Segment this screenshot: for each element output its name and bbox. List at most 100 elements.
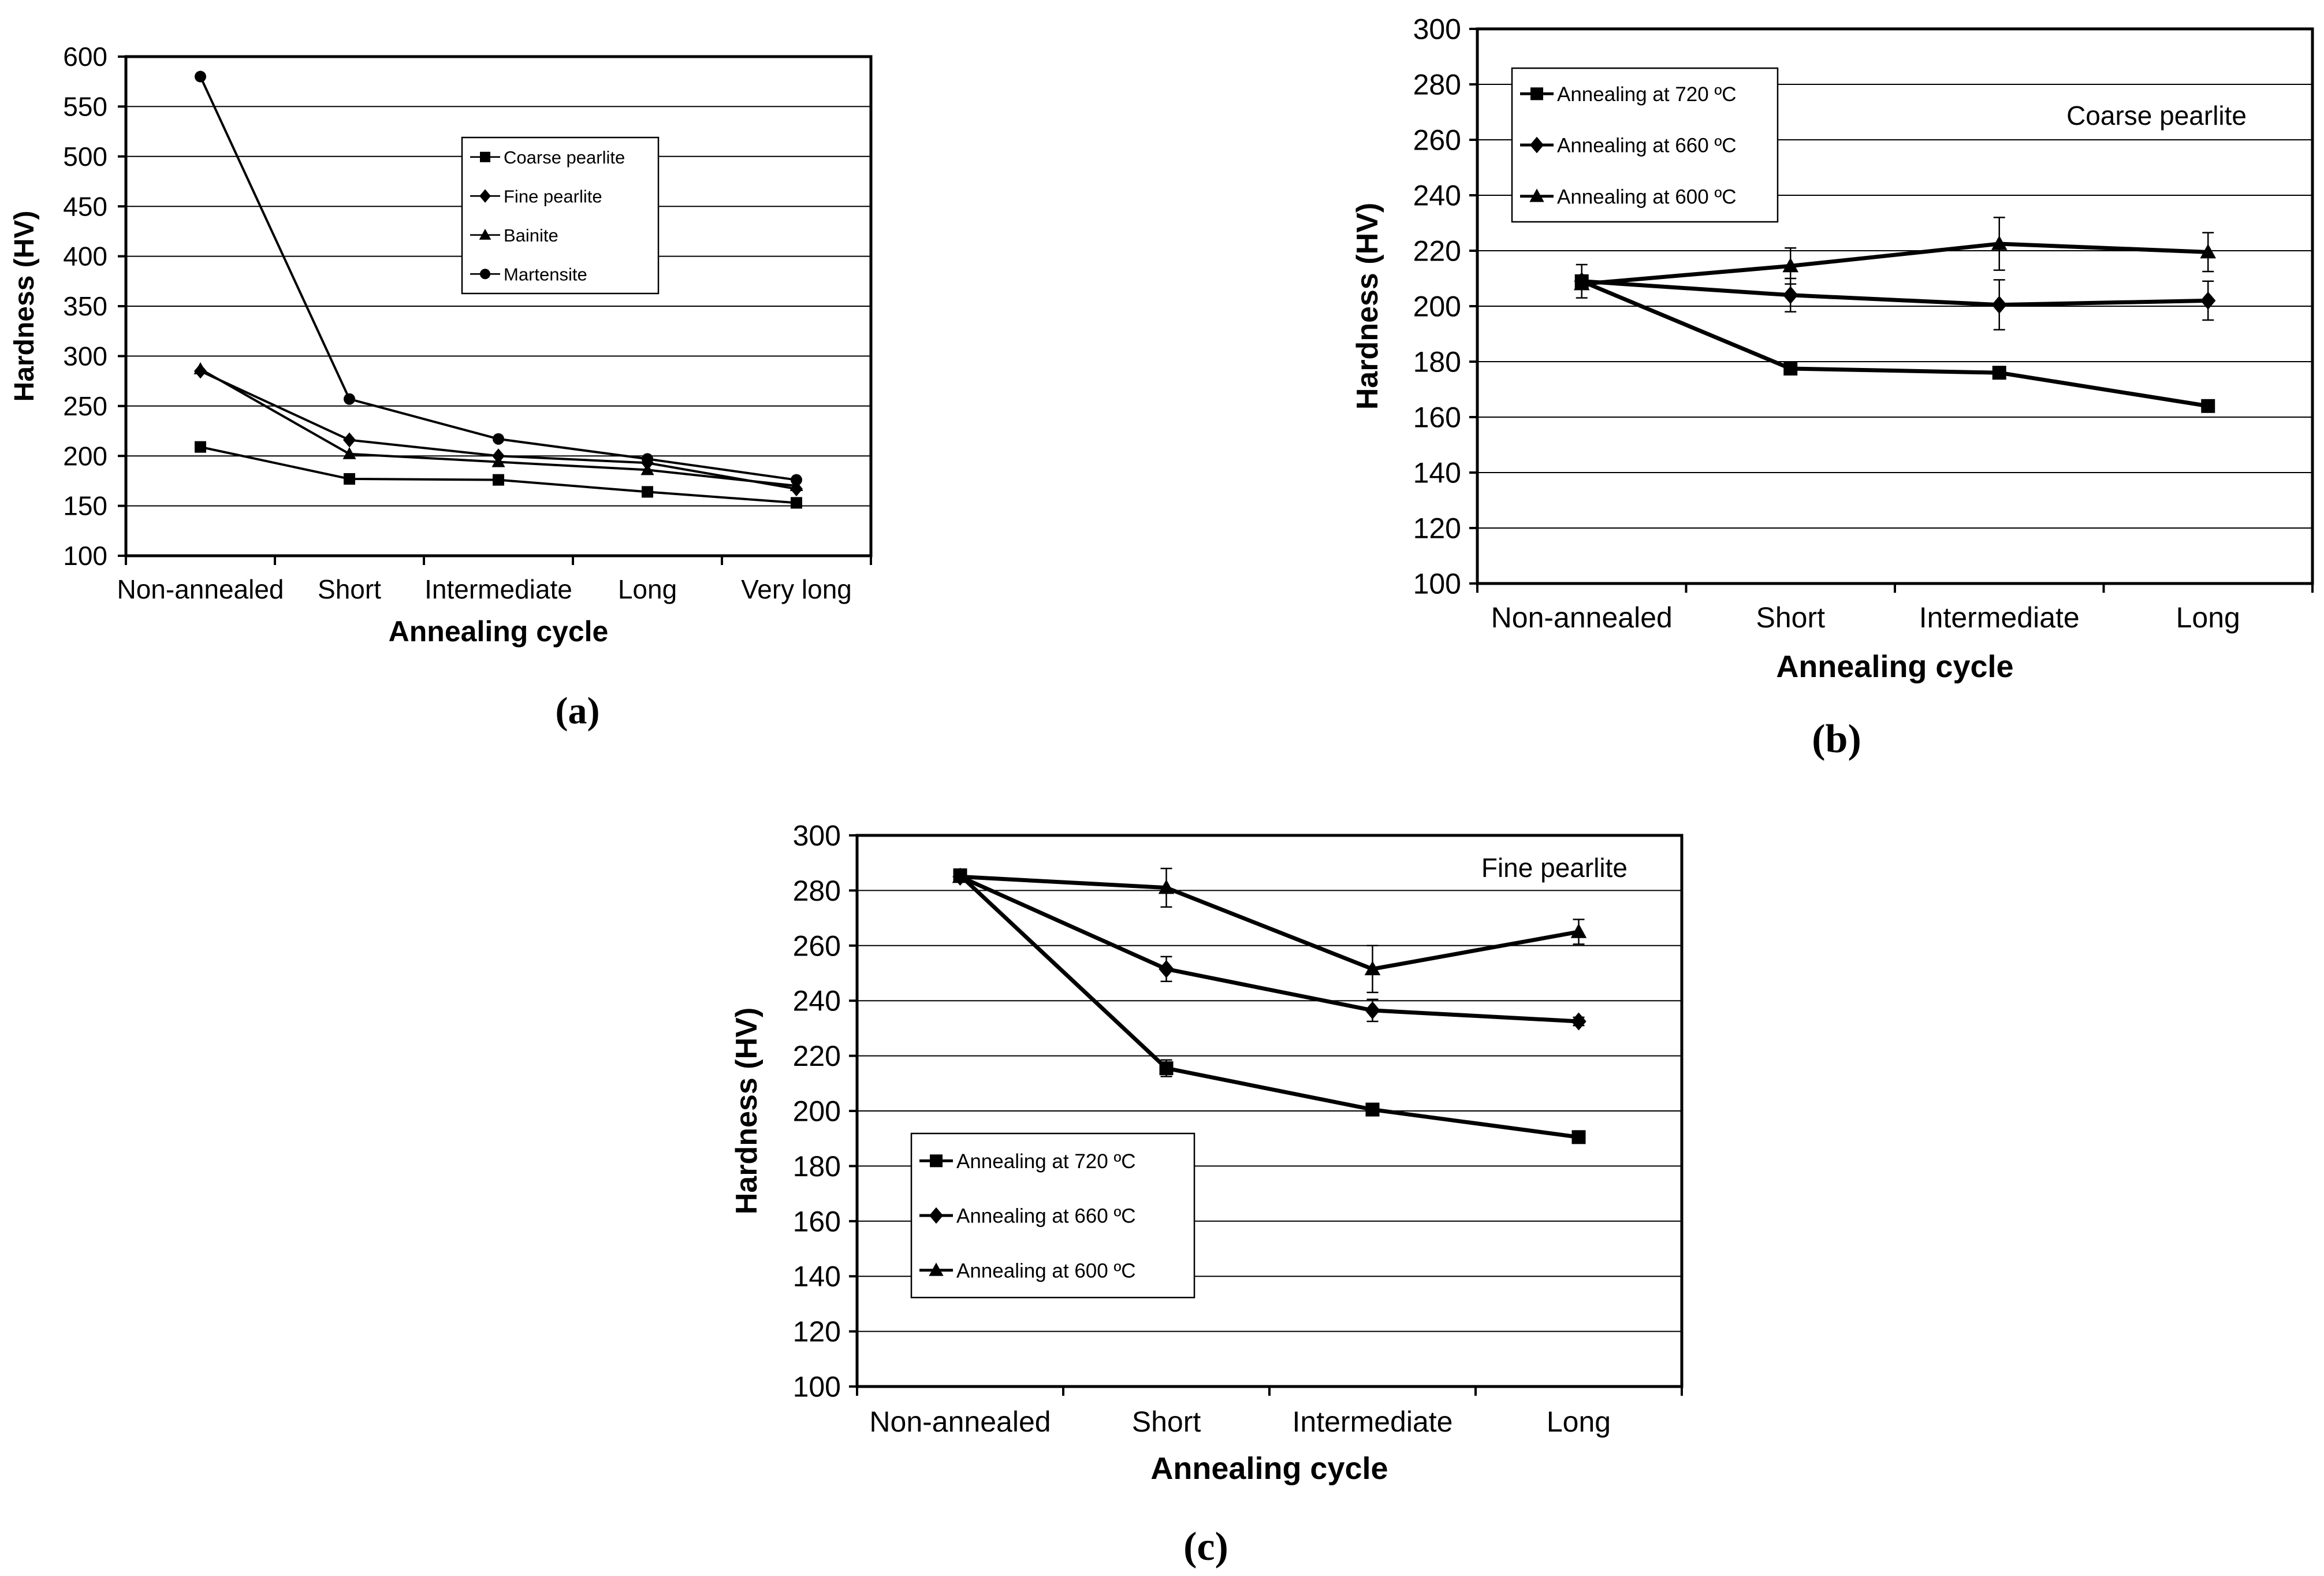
legend-box xyxy=(1511,67,1779,223)
y-tick-label: 140 xyxy=(793,1261,841,1293)
series-square xyxy=(1574,274,2215,413)
series-triangle xyxy=(1573,217,2217,291)
panel-label: (b) xyxy=(1812,717,1861,761)
x-tick-label: Very long xyxy=(741,574,852,604)
y-tick-label: 450 xyxy=(63,191,107,221)
chart-annotation: Coarse pearlite xyxy=(2066,101,2247,131)
y-tick-label: 160 xyxy=(793,1205,841,1237)
chart-panel-c: 100 120 140 160 180 200 220 240 260 280 300 Non-ann… xyxy=(730,820,1684,1569)
series-diamond xyxy=(1574,263,2216,331)
data-point-triangle xyxy=(2200,244,2217,259)
x-tick-label: Non-annealed xyxy=(869,1406,1051,1438)
y-tick-label: 550 xyxy=(63,92,107,122)
y-axis-label: Hardness (HV) xyxy=(730,1008,764,1214)
data-point-diamond xyxy=(1783,286,1798,304)
series-line xyxy=(959,874,1579,1139)
legend-entry: Annealing at 720 ºC xyxy=(1557,83,1737,106)
y-tick-label: 160 xyxy=(1413,402,1461,434)
legend-marker-triangle xyxy=(479,228,491,240)
data-point-circle xyxy=(344,393,355,405)
data-point-square xyxy=(195,441,206,453)
series-line xyxy=(1581,279,2208,408)
x-tick-label: Intermediate xyxy=(1293,1406,1453,1438)
legend-entry: Annealing at 660 ºC xyxy=(956,1205,1136,1228)
y-axis-label: Hardness (HV) xyxy=(1351,203,1384,410)
series-line xyxy=(959,875,1579,1024)
data-point-circle xyxy=(493,433,504,445)
data-point-diamond xyxy=(1571,1012,1586,1031)
y-tick-label: 100 xyxy=(793,1371,841,1403)
legend-marker-diamond xyxy=(929,1207,944,1224)
data-point-square xyxy=(1783,362,1798,376)
series-square xyxy=(195,441,802,509)
y-tick-label: 300 xyxy=(63,341,107,371)
data-point-triangle xyxy=(1158,879,1175,894)
data-point-square xyxy=(1159,1061,1174,1076)
data-point-diamond xyxy=(343,432,356,448)
data-point-triangle xyxy=(1364,960,1381,976)
series-triangle xyxy=(193,362,803,492)
data-point-triangle xyxy=(491,455,505,467)
x-tick-label: Non-annealed xyxy=(117,574,284,604)
legend-entry: Bainite xyxy=(504,225,558,246)
x-axis-label: Annealing cycle xyxy=(389,615,609,648)
data-point-triangle xyxy=(640,463,654,475)
legend-marker-square xyxy=(480,151,490,162)
data-point-circle xyxy=(642,453,653,465)
legend-entry: Annealing at 660 ºC xyxy=(1557,135,1737,157)
legend-entry: Annealing at 600 ºC xyxy=(1557,185,1737,208)
series-line xyxy=(960,875,1580,971)
y-tick-label: 200 xyxy=(793,1095,841,1128)
data-point-triangle xyxy=(952,868,969,883)
y-tick-label: 260 xyxy=(793,930,841,962)
x-tick-label: Non-annealed xyxy=(1491,601,1673,634)
y-tick-label: 180 xyxy=(1413,346,1461,378)
data-point-triangle xyxy=(342,447,356,459)
legend-marker-diamond xyxy=(1529,136,1544,154)
legend-box xyxy=(910,1132,1195,1299)
data-point-square xyxy=(493,474,504,486)
y-tick-label: 100 xyxy=(63,541,107,571)
y-tick-label: 350 xyxy=(63,291,107,321)
panel-label: (c) xyxy=(1183,1525,1228,1569)
data-point-square xyxy=(642,486,653,498)
y-tick-label: 300 xyxy=(793,820,841,852)
y-tick-label: 300 xyxy=(1413,13,1461,46)
data-point-diamond xyxy=(1159,960,1174,978)
data-point-square xyxy=(1365,1102,1380,1117)
y-tick-label: 500 xyxy=(63,142,107,172)
data-point-circle xyxy=(791,474,802,486)
data-point-circle xyxy=(195,70,206,83)
x-tick-label: Long xyxy=(1547,1406,1611,1438)
legend-marker-square xyxy=(1530,87,1543,101)
legend-marker-triangle xyxy=(929,1262,944,1276)
x-tick-label: Long xyxy=(2176,601,2240,634)
data-point-square xyxy=(1992,366,2006,380)
y-tick-label: 280 xyxy=(793,875,841,907)
series-line xyxy=(1581,241,2208,287)
y-tick-label: 200 xyxy=(1413,291,1461,323)
y-tick-label: 260 xyxy=(1413,124,1461,157)
legend-box xyxy=(461,136,660,295)
series-line xyxy=(1581,279,2208,307)
y-tick-label: 400 xyxy=(63,241,107,272)
panel-label: (a) xyxy=(556,690,600,732)
data-point-triangle xyxy=(1782,258,1799,273)
data-point-square xyxy=(791,497,802,509)
series-triangle xyxy=(952,867,1587,994)
x-tick-label: Long xyxy=(618,574,677,604)
data-point-triangle xyxy=(1573,276,1590,291)
legend-entry: Martensite xyxy=(504,264,587,284)
chart-panel-b: 100 120 140 160 180 200 220 240 260 280 300 Non-ann… xyxy=(1351,13,2314,761)
chart-annotation: Fine pearlite xyxy=(1481,853,1627,883)
x-tick-label: Short xyxy=(318,574,381,604)
y-tick-label: 280 xyxy=(1413,69,1461,101)
legend-marker-circle xyxy=(480,269,490,280)
series-square xyxy=(953,868,1586,1144)
legend: Annealing at 720 ºC Annealing at 660 ºC An… xyxy=(910,1132,1195,1299)
y-tick-label: 100 xyxy=(1413,568,1461,600)
x-tick-label: Intermediate xyxy=(1919,601,2080,634)
y-tick-label: 150 xyxy=(63,491,107,521)
legend-marker-triangle xyxy=(1529,188,1544,202)
y-tick-label: 120 xyxy=(793,1315,841,1348)
